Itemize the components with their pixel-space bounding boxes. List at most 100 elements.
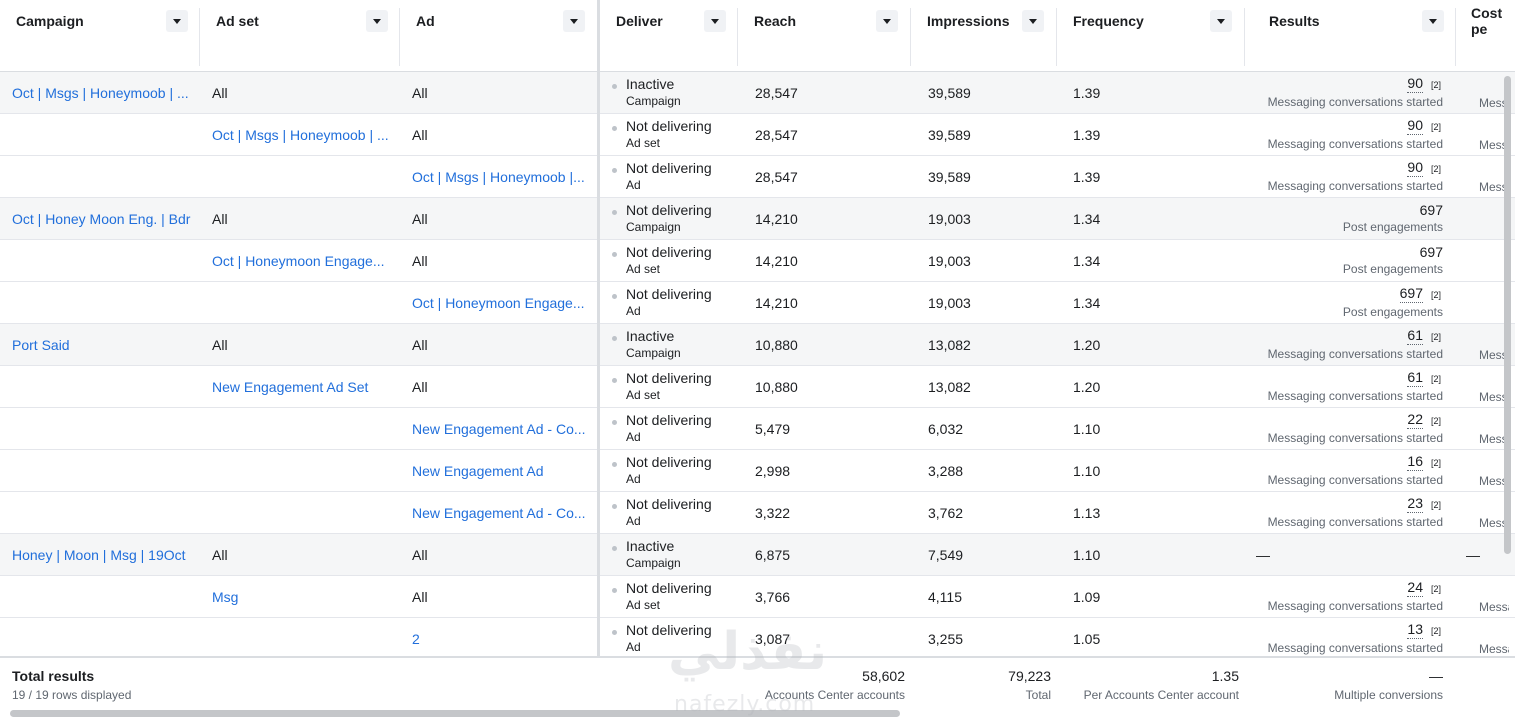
results-value[interactable]: 23 bbox=[1407, 495, 1423, 513]
header-frequency[interactable]: Frequency bbox=[1073, 13, 1144, 29]
campaign-name-link[interactable] bbox=[12, 240, 196, 282]
results-cell: 90 [2] Messaging conversations started bbox=[1246, 72, 1443, 114]
adset-name[interactable] bbox=[212, 450, 396, 492]
reach-value: 28,547 bbox=[755, 127, 798, 143]
empty-cell bbox=[0, 408, 200, 450]
table-row[interactable]: Honey | Moon | Msg | 19Oct All All Inactive… bbox=[0, 534, 1515, 576]
table-row[interactable]: Msg All Not delivering Ad set 3,766 4,115 1.09… bbox=[0, 576, 1515, 618]
results-value[interactable]: 16 bbox=[1407, 453, 1423, 471]
reach-column-dropdown-icon[interactable] bbox=[876, 10, 898, 32]
ad-name[interactable]: New Engagement Ad - Co... bbox=[412, 421, 586, 437]
adset-column-dropdown-icon[interactable] bbox=[366, 10, 388, 32]
campaign-column-dropdown-icon[interactable] bbox=[166, 10, 188, 32]
campaign-name-link[interactable] bbox=[12, 450, 196, 492]
campaign-name-link[interactable] bbox=[12, 282, 196, 324]
results-value[interactable]: 90 bbox=[1407, 117, 1423, 135]
reach-value: 3,766 bbox=[755, 589, 791, 605]
campaign-name-link[interactable] bbox=[12, 576, 196, 618]
campaign-name-link[interactable] bbox=[12, 366, 196, 408]
campaign-name-link[interactable]: Oct | Msgs | Honeymoob | ... bbox=[12, 85, 189, 101]
horizontal-scrollbar[interactable] bbox=[10, 710, 900, 717]
campaign-name-link[interactable] bbox=[12, 492, 196, 534]
header-adset[interactable]: Ad set bbox=[216, 13, 259, 29]
table-row[interactable]: Port Said All All Inactive Campaign 10,880 13,… bbox=[0, 324, 1515, 366]
table-row[interactable]: New Engagement Ad Set All Not delivering Ad… bbox=[0, 366, 1515, 408]
campaign-name-link[interactable] bbox=[12, 156, 196, 198]
empty-cell bbox=[0, 282, 200, 324]
table-row[interactable]: Oct | Msgs | Honeymoob | ... All Not deliv… bbox=[0, 114, 1515, 156]
header-cost-per-result[interactable]: Cost pe bbox=[1471, 5, 1503, 37]
table-row[interactable]: New Engagement Ad - Co... Not delivering A… bbox=[0, 408, 1515, 450]
table-row[interactable]: Oct | Honey Moon Eng. | Bdr All All Not del… bbox=[0, 198, 1515, 240]
results-value[interactable]: 61 bbox=[1407, 327, 1423, 345]
column-divider[interactable] bbox=[737, 8, 738, 66]
column-divider[interactable] bbox=[199, 8, 200, 66]
table-header: Campaign Ad set Ad Deliver Reach Impress… bbox=[0, 0, 1515, 72]
results-cell: 22 [2] Messaging conversations started bbox=[1246, 408, 1443, 450]
reach-value: 5,479 bbox=[755, 421, 791, 437]
adset-name[interactable] bbox=[212, 408, 396, 450]
table-row[interactable]: 2 Not delivering Ad 3,087 3,255 1.05 13 [2] Mess… bbox=[0, 618, 1515, 656]
results-value[interactable]: 22 bbox=[1407, 411, 1423, 429]
table-row[interactable]: Oct | Honeymoon Engage... All Not deliveri… bbox=[0, 240, 1515, 282]
adset-name[interactable]: Msg bbox=[212, 589, 239, 605]
header-ad[interactable]: Ad bbox=[416, 13, 435, 29]
column-divider[interactable] bbox=[910, 8, 911, 66]
cost-per-result-label: Messa bbox=[1479, 96, 1509, 110]
adset-name[interactable] bbox=[212, 492, 396, 534]
header-impressions[interactable]: Impressions bbox=[927, 13, 1010, 29]
column-divider[interactable] bbox=[1056, 8, 1057, 66]
table-row[interactable]: Oct | Honeymoon Engage... Not delivering A… bbox=[0, 282, 1515, 324]
campaign-name-link[interactable] bbox=[12, 114, 196, 156]
column-divider[interactable] bbox=[1455, 8, 1456, 66]
reach-value: 3,087 bbox=[755, 631, 791, 647]
frequency-column-dropdown-icon[interactable] bbox=[1210, 10, 1232, 32]
frozen-column-divider[interactable] bbox=[597, 0, 600, 722]
column-divider[interactable] bbox=[399, 8, 400, 66]
results-column-dropdown-icon[interactable] bbox=[1422, 10, 1444, 32]
adset-name[interactable] bbox=[212, 282, 396, 324]
campaign-name-link[interactable]: Port Said bbox=[12, 337, 70, 353]
table-row[interactable]: New Engagement Ad Not delivering Ad 2,998 3,… bbox=[0, 450, 1515, 492]
adset-name[interactable]: Oct | Msgs | Honeymoob | ... bbox=[212, 127, 389, 143]
campaign-name-link[interactable] bbox=[12, 408, 196, 450]
table-row[interactable]: New Engagement Ad - Co... Not delivering A… bbox=[0, 492, 1515, 534]
table-row[interactable]: Oct | Msgs | Honeymoob |... Not deliverin… bbox=[0, 156, 1515, 198]
delivery-level-text: Ad set bbox=[626, 262, 661, 276]
campaign-name-link[interactable] bbox=[12, 618, 196, 656]
delivery-status-text: Inactive bbox=[626, 328, 675, 344]
header-results[interactable]: Results bbox=[1269, 13, 1320, 29]
header-deliver[interactable]: Deliver bbox=[616, 13, 663, 29]
ad-name[interactable]: New Engagement Ad - Co... bbox=[412, 505, 586, 521]
ad-column-dropdown-icon[interactable] bbox=[563, 10, 585, 32]
adset-name[interactable] bbox=[212, 156, 396, 198]
empty-cell bbox=[0, 492, 200, 534]
results-value[interactable]: 90 bbox=[1407, 159, 1423, 177]
adset-name[interactable]: Oct | Honeymoon Engage... bbox=[212, 253, 385, 269]
ad-name[interactable]: Oct | Msgs | Honeymoob |... bbox=[412, 169, 585, 185]
ad-name[interactable]: 2 bbox=[412, 631, 420, 647]
row-divider bbox=[0, 533, 1515, 534]
header-campaign[interactable]: Campaign bbox=[16, 13, 84, 29]
results-value[interactable]: 24 bbox=[1407, 579, 1423, 597]
impressions-column-dropdown-icon[interactable] bbox=[1022, 10, 1044, 32]
vertical-scrollbar[interactable] bbox=[1504, 76, 1511, 554]
table-row[interactable]: Oct | Msgs | Honeymoob | ... All All Inacti… bbox=[0, 72, 1515, 114]
delivery-status: Not delivering Ad bbox=[600, 618, 737, 656]
cost-per-result-label: Messa bbox=[1479, 138, 1509, 152]
campaign-name-link[interactable]: Oct | Honey Moon Eng. | Bdr bbox=[12, 211, 191, 227]
adset-name[interactable]: New Engagement Ad Set bbox=[212, 379, 369, 395]
campaign-name-link[interactable]: Honey | Moon | Msg | 19Oct bbox=[12, 547, 186, 563]
impressions-value: 7,549 bbox=[928, 547, 964, 563]
ad-name[interactable]: Oct | Honeymoon Engage... bbox=[412, 295, 585, 311]
adset-name[interactable] bbox=[212, 618, 396, 656]
ad-name[interactable]: New Engagement Ad bbox=[412, 463, 544, 479]
deliver-column-dropdown-icon[interactable] bbox=[704, 10, 726, 32]
results-value[interactable]: 13 bbox=[1407, 621, 1423, 639]
total-results-label: Multiple conversions bbox=[1334, 688, 1443, 702]
results-value[interactable]: 90 bbox=[1407, 75, 1423, 93]
column-divider[interactable] bbox=[1244, 8, 1245, 66]
results-value[interactable]: 61 bbox=[1407, 369, 1423, 387]
results-value[interactable]: 697 bbox=[1399, 285, 1423, 303]
header-reach[interactable]: Reach bbox=[754, 13, 797, 29]
